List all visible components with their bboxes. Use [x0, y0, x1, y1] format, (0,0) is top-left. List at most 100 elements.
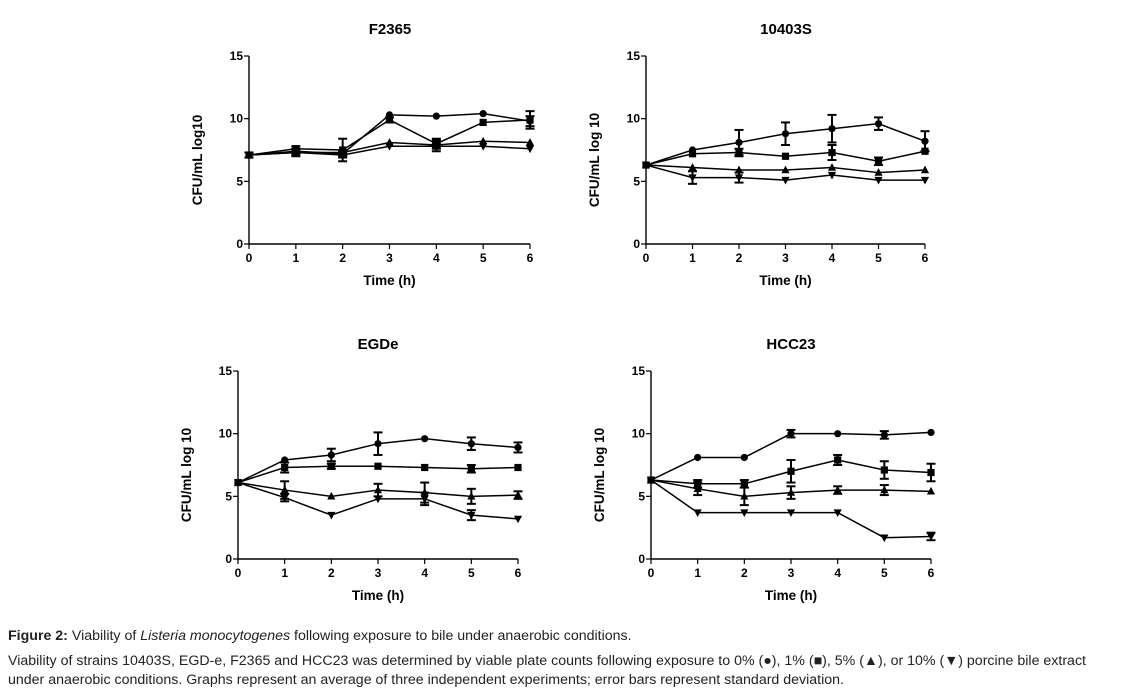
y-tick-label: 5	[638, 489, 645, 503]
marker-circle	[828, 125, 836, 133]
marker-square	[327, 462, 335, 470]
marker-triangle-down	[233, 479, 243, 487]
y-tick-label: 5	[236, 174, 243, 188]
x-tick-label: 0	[643, 251, 650, 265]
x-tick-label: 2	[736, 251, 743, 265]
x-tick-label: 6	[928, 566, 935, 580]
marker-triangle-down	[920, 176, 930, 185]
y-tick-label: 5	[633, 174, 640, 188]
x-tick-label: 5	[875, 251, 882, 265]
marker-triangle-up	[734, 165, 744, 174]
marker-square	[828, 148, 836, 157]
x-tick-label: 0	[235, 566, 242, 580]
chart-title: F2365	[369, 21, 412, 38]
marker-square	[467, 465, 475, 473]
marker-triangle-down	[244, 151, 254, 160]
y-tick-label: 0	[638, 552, 645, 566]
x-tick-label: 1	[689, 251, 696, 265]
marker-triangle-down	[734, 174, 744, 182]
marker-triangle-up	[827, 163, 837, 171]
marker-square	[385, 116, 394, 124]
x-tick-label: 2	[339, 251, 346, 265]
marker-triangle-up	[874, 168, 883, 176]
y-tick-label: 10	[219, 427, 233, 441]
series-1pct	[234, 461, 522, 487]
marker-triangle-up	[525, 138, 535, 146]
marker-circle	[374, 440, 382, 448]
marker-triangle-down	[280, 494, 289, 502]
marker-triangle-down	[327, 511, 336, 520]
y-tick-label: 10	[632, 427, 646, 441]
x-axis-label: Time (h)	[759, 273, 811, 288]
marker-circle	[834, 430, 842, 438]
marker-square	[927, 468, 935, 477]
marker-circle	[740, 453, 748, 462]
x-axis-label: Time (h)	[765, 588, 817, 603]
chart-title: 10403S	[760, 21, 812, 38]
marker-square	[880, 466, 888, 474]
marker-triangle-down	[525, 145, 535, 154]
marker-circle	[514, 443, 522, 452]
series-10pct	[233, 479, 523, 524]
marker-square	[421, 463, 429, 472]
series-5pct	[646, 475, 936, 507]
marker-triangle-down	[479, 143, 488, 151]
x-axis-label: Time (h)	[363, 273, 415, 288]
x-tick-label: 0	[648, 566, 655, 580]
marker-triangle-up	[740, 491, 749, 500]
marker-circle	[694, 453, 702, 462]
figure-label: Figure 2:	[8, 628, 68, 644]
y-tick-label: 15	[632, 364, 646, 378]
marker-triangle-up	[479, 136, 488, 145]
marker-square	[740, 480, 748, 488]
series-5pct	[641, 160, 930, 176]
marker-square	[514, 463, 522, 472]
marker-triangle-down	[880, 534, 889, 543]
marker-triangle-down	[641, 161, 651, 170]
caption-species: Listeria monocytogenes	[140, 628, 291, 644]
y-axis-label: CFU/mL log 10	[587, 113, 602, 207]
marker-triangle-down	[467, 511, 476, 520]
y-tick-label: 15	[627, 49, 641, 63]
y-tick-label: 10	[627, 112, 641, 126]
marker-triangle-up	[467, 491, 476, 500]
marker-triangle-up	[786, 488, 796, 496]
marker-square	[281, 463, 289, 472]
marker-square	[781, 152, 790, 160]
marker-circle	[927, 428, 935, 437]
chart-title: HCC23	[766, 336, 815, 353]
marker-circle	[479, 110, 487, 118]
marker-triangle-down	[833, 509, 842, 518]
marker-circle	[421, 435, 429, 443]
marker-square	[479, 118, 487, 127]
marker-circle	[880, 431, 888, 439]
series-10pct	[646, 476, 936, 543]
series-0pct	[647, 428, 935, 484]
x-tick-label: 2	[328, 566, 335, 580]
x-tick-label: 1	[694, 566, 701, 580]
x-tick-label: 5	[881, 566, 888, 580]
marker-circle	[921, 137, 929, 145]
marker-triangle-down	[513, 515, 523, 524]
marker-triangle-down	[688, 174, 697, 182]
y-tick-label: 15	[219, 364, 233, 378]
x-tick-label: 3	[788, 566, 795, 580]
marker-triangle-down	[874, 176, 883, 185]
x-tick-label: 1	[292, 251, 299, 265]
y-tick-label: 15	[230, 49, 244, 63]
x-tick-label: 3	[782, 251, 789, 265]
marker-circle	[432, 112, 440, 120]
chart-panel-f2365: F2365 0 5 10 15 0 1 2 3 4 5 6 Time (h) CFU/mL log10	[190, 21, 535, 288]
x-tick-label: 5	[480, 251, 487, 265]
marker-square	[735, 148, 743, 157]
marker-square	[874, 157, 883, 165]
marker-triangle-down	[740, 509, 749, 518]
x-tick-label: 0	[246, 251, 253, 265]
x-tick-label: 6	[922, 251, 929, 265]
chart-panel-egde: EGDe 0 5 10 15 0 1 2 3 4 5 6 Time (h) CFU/mL log 10	[179, 336, 523, 603]
marker-square	[787, 467, 795, 475]
marker-triangle-down	[432, 143, 441, 151]
x-tick-label: 4	[829, 251, 836, 265]
marker-triangle-up	[513, 490, 523, 499]
y-tick-label: 10	[230, 112, 244, 126]
